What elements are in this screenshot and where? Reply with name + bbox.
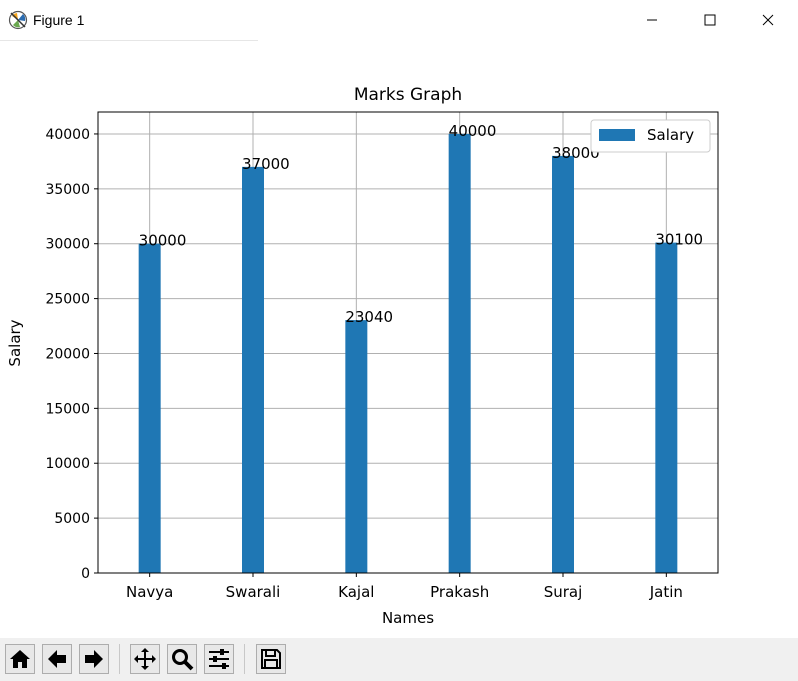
bar-value-label: 23040 (345, 308, 393, 326)
maximize-button[interactable] (681, 0, 739, 40)
y-tick-label: 0 (81, 566, 90, 582)
back-button[interactable] (42, 644, 72, 674)
x-tick-label: Swarali (226, 583, 281, 601)
home-button[interactable] (5, 644, 35, 674)
legend-swatch (599, 129, 635, 141)
forward-button[interactable] (79, 644, 109, 674)
window-titlebar: Figure 1 (0, 0, 798, 40)
zoom-button[interactable] (167, 644, 197, 674)
ticks: 0 5000 10000 15000 20000 25000 30000 35000 40000… (45, 127, 682, 601)
minimize-button[interactable] (623, 0, 681, 40)
axes-frame (97, 111, 719, 574)
x-tick-label: Jatin (649, 583, 683, 601)
y-tick-label: 10000 (45, 456, 90, 472)
zoom-icon (172, 649, 194, 671)
save-icon (261, 649, 281, 669)
bar (655, 242, 678, 573)
app-icon (8, 10, 28, 30)
back-arrow-icon (48, 650, 66, 668)
bar (242, 166, 264, 573)
x-tick-label: Kajal (338, 583, 374, 601)
bar (345, 320, 368, 573)
bar-chart: 0 5000 10000 15000 20000 25000 30000 35000 40000… (6, 85, 719, 627)
close-button[interactable] (739, 0, 797, 40)
save-button[interactable] (256, 644, 286, 674)
navigation-toolbar (0, 638, 798, 681)
y-tick-label: 25000 (45, 292, 90, 308)
bar-value-label: 30000 (139, 232, 187, 250)
bars (138, 133, 678, 573)
minimize-icon (647, 19, 657, 21)
figure-canvas: 0 5000 10000 15000 20000 25000 30000 35000 40000… (0, 41, 798, 638)
y-tick-label: 40000 (45, 127, 90, 143)
home-icon (10, 650, 30, 668)
y-tick-label: 5000 (54, 511, 90, 527)
y-tick-label: 20000 (45, 346, 90, 362)
configure-subplots-button[interactable] (204, 644, 234, 674)
bar (448, 133, 471, 573)
bar-value-label: 40000 (449, 122, 497, 140)
legend-frame (590, 119, 711, 153)
pan-button[interactable] (130, 644, 160, 674)
pan-icon (134, 648, 156, 670)
close-icon (762, 14, 774, 26)
y-tick-label: 15000 (45, 401, 90, 417)
configure-subplots-icon (209, 649, 229, 669)
x-axis-label: Names (382, 609, 434, 627)
y-tick-label: 35000 (45, 182, 90, 198)
bar-value-label: 37000 (242, 155, 290, 173)
legend: Salary (590, 119, 711, 153)
forward-arrow-icon (85, 650, 103, 668)
titlebar-divider (0, 40, 258, 41)
bar (138, 243, 161, 573)
bar (552, 155, 574, 573)
bar-value-label: 30100 (655, 231, 703, 249)
chart-title: Marks Graph (354, 85, 462, 105)
x-tick-label: Navya (126, 583, 173, 601)
bar-value-label: 38000 (552, 144, 600, 162)
grid (98, 112, 718, 574)
legend-label: Salary (647, 126, 694, 144)
y-tick-label: 30000 (45, 237, 90, 253)
axes (97, 111, 719, 574)
toolbar-separator (244, 644, 245, 674)
x-tick-label: Prakash (430, 583, 489, 601)
data-labels: 30000 37000 23040 40000 38000 30100 (139, 122, 703, 326)
maximize-icon (704, 14, 716, 26)
toolbar-separator (119, 644, 120, 674)
window-title: Figure 1 (33, 12, 85, 28)
x-tick-label: Suraj (544, 583, 583, 601)
y-axis-label: Salary (6, 319, 24, 366)
